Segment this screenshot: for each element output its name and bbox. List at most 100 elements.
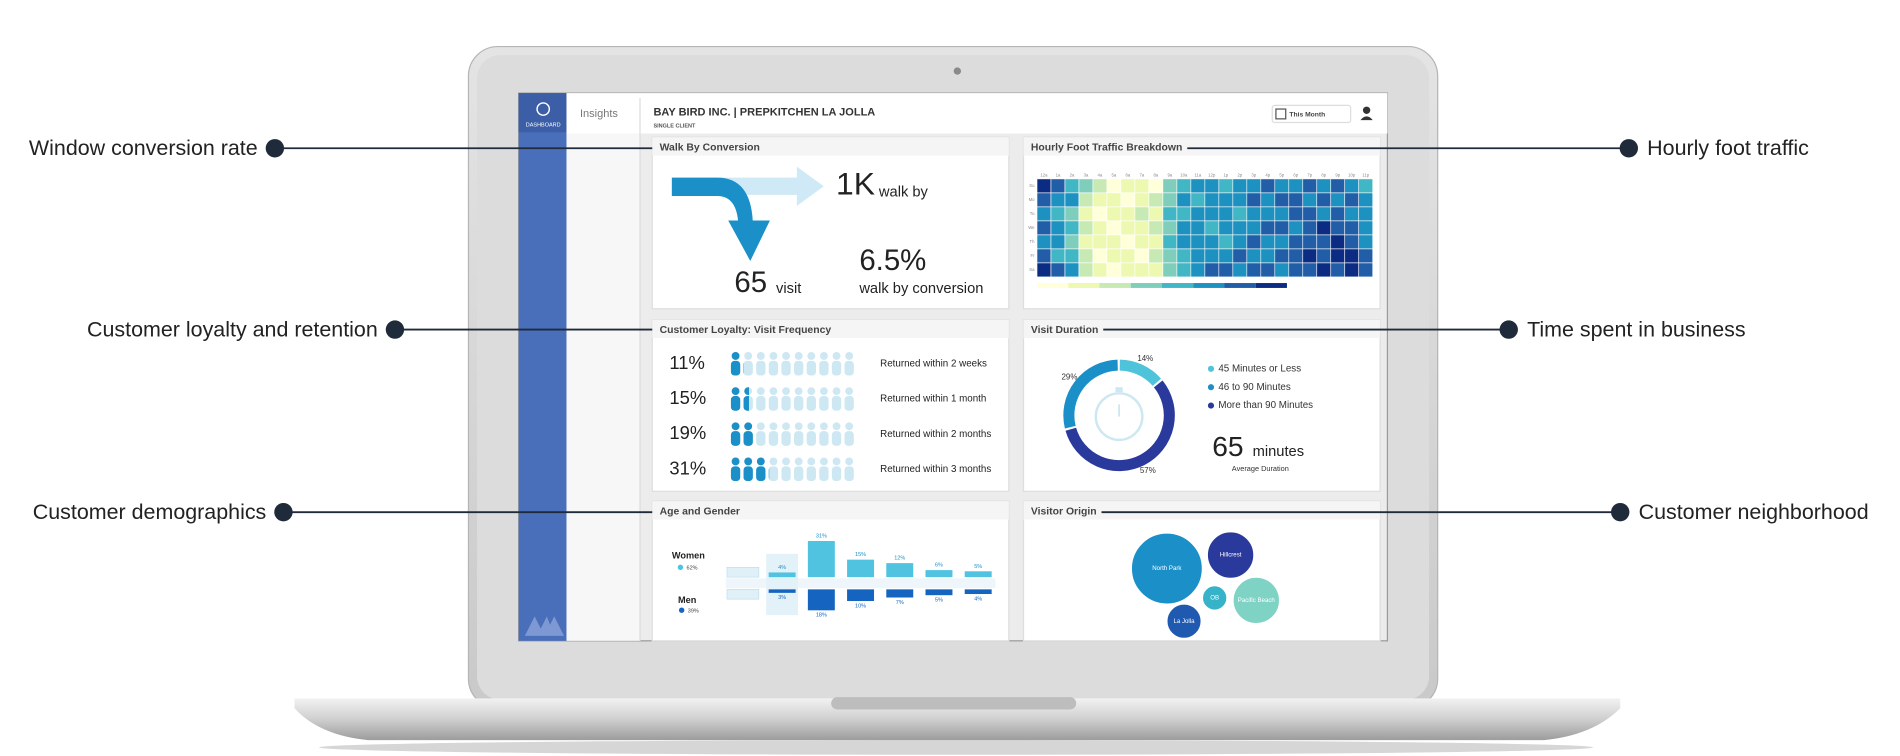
heat-legend — [1161, 283, 1194, 288]
heat-cell — [1344, 248, 1360, 264]
heat-cell — [1246, 178, 1262, 194]
origin-bubble — [1232, 576, 1281, 625]
period-picker[interactable] — [1271, 104, 1352, 124]
person-head — [819, 422, 828, 431]
legend-dot — [1207, 384, 1215, 391]
person-body — [831, 466, 842, 482]
loyalty-percent: 19% — [669, 422, 706, 443]
icon-fill — [730, 352, 744, 376]
heat-cell — [1176, 178, 1192, 194]
person-head — [794, 422, 803, 431]
heat-cell — [1190, 206, 1206, 222]
panel-header — [652, 137, 1009, 156]
person-head — [832, 457, 841, 466]
heat-cell — [1064, 178, 1080, 194]
person-body — [756, 360, 766, 376]
heat-cell — [1358, 206, 1374, 222]
panel-title: Hourly Foot Traffic Breakdown — [1031, 142, 1183, 153]
hour-label: 8a — [1154, 172, 1159, 177]
person-head — [782, 387, 790, 396]
heat-cell — [1232, 234, 1248, 250]
heat-cell — [1106, 178, 1122, 194]
heat-cell — [1218, 248, 1234, 264]
heat-cell — [1064, 234, 1080, 250]
heat-cell — [1344, 262, 1360, 278]
person-body — [819, 431, 829, 446]
heat-cell — [1106, 262, 1122, 278]
origin-label: North Park — [1152, 565, 1182, 572]
heat-cell — [1302, 220, 1318, 236]
heat-cell — [1036, 248, 1052, 264]
men-bar-label: 10% — [855, 603, 866, 609]
heat-cell — [1232, 220, 1248, 236]
person-head — [769, 352, 778, 360]
heat-cell — [1120, 262, 1136, 278]
heat-cell — [1106, 234, 1122, 250]
donut-segment — [1065, 380, 1175, 472]
heat-cell — [1050, 262, 1066, 278]
heat-cell — [1246, 234, 1262, 250]
heat-cell — [1120, 178, 1136, 194]
heat-cell — [1176, 220, 1192, 236]
heat-cell — [1064, 206, 1080, 222]
donut-label: 57% — [1140, 466, 1156, 475]
heat-cell — [1050, 248, 1066, 264]
user-icon[interactable] — [1362, 106, 1371, 114]
person-body — [768, 396, 779, 411]
hour-label: 4a — [1098, 172, 1103, 177]
heat-cell — [1218, 220, 1234, 236]
heat-cell — [1050, 234, 1066, 250]
heat-cell — [1274, 248, 1290, 264]
origin-bubble — [1206, 531, 1255, 579]
women-bar-label: 4% — [778, 565, 786, 571]
client-subtitle[interactable]: SINGLE CLIENT — [653, 124, 696, 130]
user-icon-body[interactable] — [1360, 116, 1373, 121]
person-body — [831, 360, 842, 376]
icon-row — [730, 387, 854, 411]
period-label[interactable]: This Month — [1289, 111, 1325, 118]
heat-cell — [1120, 248, 1136, 264]
heat-cell — [1148, 262, 1164, 278]
heat-cell — [1358, 248, 1374, 264]
callout-label: Customer demographics — [33, 500, 267, 524]
heat-cell — [1120, 192, 1136, 208]
person-body — [806, 360, 816, 376]
person-body — [730, 431, 741, 446]
heat-cell — [1218, 178, 1234, 194]
sidebar-label[interactable]: DASHBOARD — [526, 122, 561, 128]
person-head — [782, 422, 790, 431]
panel-title: Visit Duration — [1031, 325, 1098, 336]
visit-count: 65 — [734, 266, 767, 299]
brand-logo — [524, 616, 565, 636]
callout-label: Hourly foot traffic — [1647, 136, 1809, 160]
heat-cell — [1134, 206, 1150, 222]
heat-cell — [1050, 220, 1066, 236]
section-name[interactable]: Insights — [580, 108, 618, 120]
heat-cell — [1260, 220, 1276, 236]
person-head — [845, 422, 854, 431]
person-body — [768, 360, 779, 376]
heat-cell — [1078, 220, 1094, 236]
heat-cell — [1358, 178, 1374, 194]
person-head — [845, 352, 854, 360]
heat-cell — [1204, 262, 1220, 278]
person-body — [831, 431, 842, 446]
hour-label: 2p — [1237, 172, 1242, 177]
sidebar-active — [518, 93, 567, 133]
day-label: We — [1028, 225, 1035, 230]
person-head — [731, 387, 740, 396]
heat-cell — [1218, 262, 1234, 278]
person-head — [744, 422, 753, 431]
person-body — [730, 466, 741, 482]
day-label: Fr — [1031, 253, 1036, 258]
heat-cell — [1106, 248, 1122, 264]
person-body — [730, 360, 741, 376]
men-bar-label: 3% — [778, 595, 786, 601]
heat-cell — [1344, 234, 1360, 250]
hour-label: 11a — [1194, 172, 1201, 177]
heat-cell — [1106, 206, 1122, 222]
sidebar — [518, 93, 567, 641]
person-head — [756, 457, 765, 466]
person-head — [769, 387, 778, 396]
dashboard-icon[interactable] — [536, 102, 551, 116]
